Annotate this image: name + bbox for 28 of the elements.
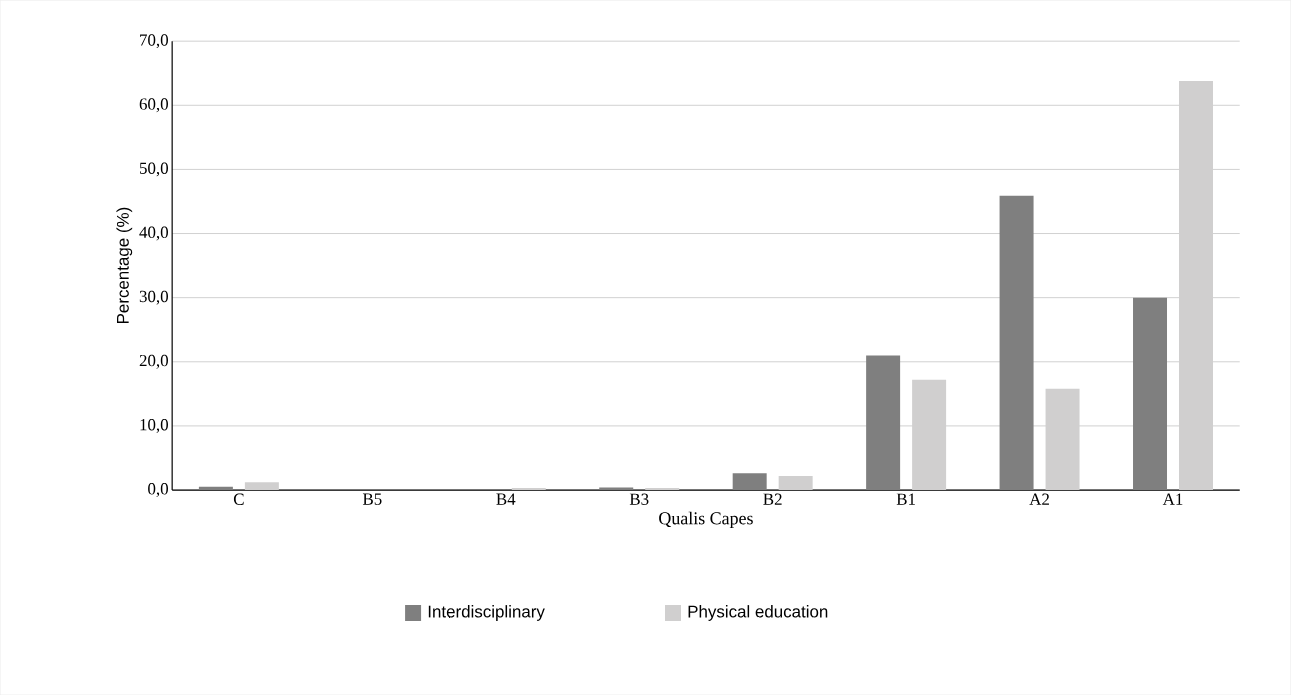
bar bbox=[198, 486, 233, 490]
bar bbox=[1133, 297, 1168, 490]
y-tick-label: 20,0 bbox=[139, 354, 168, 369]
bar bbox=[999, 195, 1034, 490]
bar bbox=[732, 473, 767, 490]
y-tick-label: 60,0 bbox=[139, 98, 168, 113]
y-tick-label: 40,0 bbox=[139, 226, 168, 241]
bar bbox=[778, 475, 813, 490]
y-tick-label: 10,0 bbox=[140, 418, 168, 433]
x-tick-label: B4 bbox=[496, 493, 516, 505]
x-tick-label: A2 bbox=[1029, 493, 1049, 505]
legend-label: Physical education bbox=[688, 605, 828, 621]
y-tick-label: 30,0 bbox=[139, 290, 168, 305]
x-axis-title: Qualis Capes bbox=[659, 511, 753, 528]
bar bbox=[599, 487, 634, 490]
x-tick-label: B3 bbox=[629, 493, 649, 505]
y-axis-title: Percentage (%) bbox=[116, 207, 133, 323]
y-tick-label: 50,0 bbox=[140, 162, 168, 177]
x-tick-label: C bbox=[233, 493, 244, 505]
x-tick-label: A1 bbox=[1162, 493, 1183, 505]
y-tick-label: 70,0 bbox=[140, 34, 168, 49]
x-tick-label: B2 bbox=[763, 493, 782, 505]
bar bbox=[866, 355, 901, 490]
legend-label: Interdisciplinary bbox=[428, 605, 545, 621]
x-tick-label: B1 bbox=[896, 493, 915, 505]
x-tick-label: B5 bbox=[362, 493, 382, 505]
y-tick-label: 0,0 bbox=[148, 483, 168, 497]
bar bbox=[244, 482, 279, 490]
